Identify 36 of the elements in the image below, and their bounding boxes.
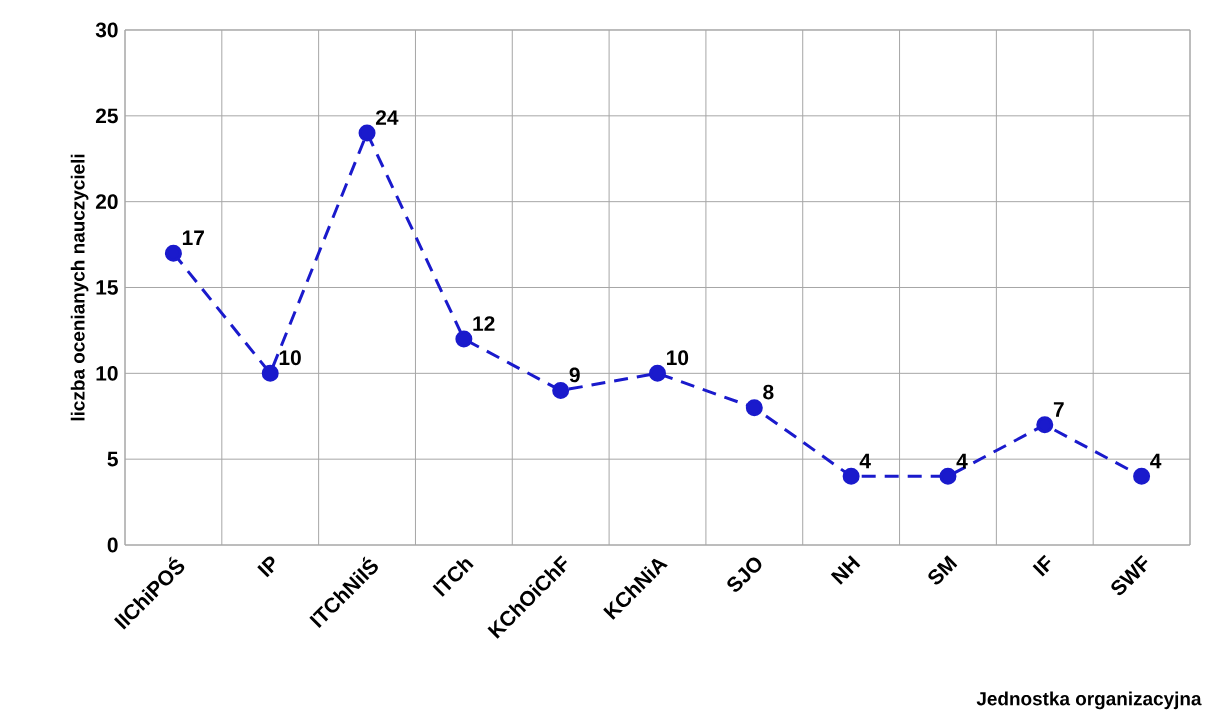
point <box>1036 416 1054 434</box>
y-tick-label: 30 <box>95 22 118 38</box>
point <box>1133 467 1151 485</box>
point <box>455 330 473 348</box>
data-label: 7 <box>1053 402 1064 417</box>
x-tick-label: IP <box>257 556 275 578</box>
x-tick-label: SM <box>928 555 958 585</box>
point <box>842 467 860 485</box>
data-label: 4 <box>859 453 871 469</box>
data-label: 24 <box>375 110 399 125</box>
point <box>939 467 957 485</box>
y-tick-label: 5 <box>107 451 118 467</box>
point <box>745 399 763 417</box>
y-axis-title: liczba ocenianych nauczycieli <box>70 154 89 421</box>
x-axis-title: Jednostka organizacyjna <box>976 691 1202 710</box>
x-tick-label: IF <box>1032 554 1051 577</box>
data-label: 9 <box>569 367 580 383</box>
y-tick-label: 25 <box>95 108 118 124</box>
y-tick-label: 10 <box>96 365 118 381</box>
data-label: 8 <box>763 384 774 400</box>
data-label: 4 <box>956 453 968 469</box>
data-label: 12 <box>473 316 495 331</box>
point <box>552 382 570 399</box>
point <box>164 244 182 262</box>
x-tick-label: NH <box>830 555 861 585</box>
data-label: 10 <box>667 350 689 366</box>
x-tick-label: SJO <box>727 557 762 592</box>
point <box>261 364 279 382</box>
point <box>649 364 666 382</box>
y-tick-label: 0 <box>107 537 118 553</box>
data-label: 10 <box>279 350 301 366</box>
y-tick-label: 15 <box>96 280 118 295</box>
data-label: 4 <box>1150 453 1162 469</box>
y-tick-label: 20 <box>95 194 118 210</box>
point <box>358 124 376 142</box>
data-label: 17 <box>182 230 204 245</box>
